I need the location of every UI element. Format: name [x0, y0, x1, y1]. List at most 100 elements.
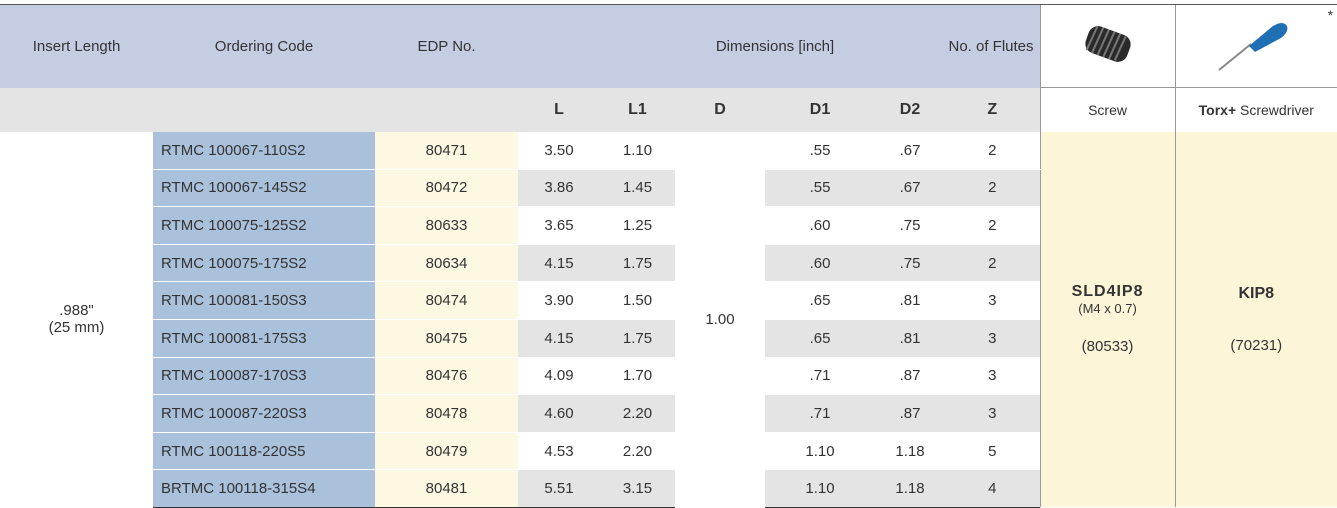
- product-table: Insert Length Ordering Code EDP No. Dime…: [0, 4, 1337, 508]
- header-cell: Dimensions [inch]: [675, 5, 875, 88]
- sub-header: D: [675, 88, 765, 133]
- edp: 80634: [375, 244, 518, 282]
- cell: 4.15: [518, 319, 600, 357]
- brand: Torx+: [1199, 102, 1236, 118]
- cell: 1.75: [600, 244, 675, 282]
- cell: .65: [765, 319, 875, 357]
- cell: 1.75: [600, 319, 675, 357]
- edp: 80471: [375, 132, 518, 169]
- edp: 80478: [375, 395, 518, 433]
- edp: 80481: [375, 470, 518, 508]
- cell: 3.15: [600, 470, 675, 508]
- cell: 3: [945, 319, 1040, 357]
- sub-header: L1: [600, 88, 675, 133]
- cell: .60: [765, 207, 875, 245]
- sub-header: Z: [945, 88, 1040, 133]
- cell: 4.15: [518, 244, 600, 282]
- text: .988": [0, 302, 153, 319]
- cell: .87: [875, 395, 945, 433]
- edp: 80472: [375, 169, 518, 207]
- cell: .55: [765, 132, 875, 169]
- cell: .67: [875, 169, 945, 207]
- edp: 80479: [375, 432, 518, 470]
- cell: .81: [875, 282, 945, 320]
- insert-length: .988"(25 mm): [0, 132, 153, 507]
- cell: 1.00: [675, 132, 765, 507]
- cell: .75: [875, 244, 945, 282]
- cell: 4.60: [518, 395, 600, 433]
- cell: 2: [945, 169, 1040, 207]
- screwdriver: KIP8 (70231): [1175, 132, 1337, 507]
- cell: .67: [875, 132, 945, 169]
- cell: 1.45: [600, 169, 675, 207]
- cell: 4.53: [518, 432, 600, 470]
- cell: 1.70: [600, 357, 675, 395]
- cell: 1.50: [600, 282, 675, 320]
- cell: .71: [765, 395, 875, 433]
- cell: .71: [765, 357, 875, 395]
- ordering-code: RTMC 100075-175S2: [153, 244, 375, 282]
- sub-header: Torx+ Screwdriver: [1175, 88, 1337, 133]
- ordering-code: BRTMC 100118-315S4: [153, 470, 375, 508]
- cell: 1.25: [600, 207, 675, 245]
- screw-code: SLD4IP8: [1041, 283, 1175, 301]
- cell: 2: [945, 207, 1040, 245]
- cell: .87: [875, 357, 945, 395]
- cell: 1.10: [765, 432, 875, 470]
- ordering-code: RTMC 100087-170S3: [153, 357, 375, 395]
- cell: 5.51: [518, 470, 600, 508]
- header-cell: Insert Length: [0, 5, 153, 88]
- screw-thread: (M4 x 0.7): [1041, 301, 1175, 316]
- ordering-code: RTMC 100081-150S3: [153, 282, 375, 320]
- label: Screwdriver: [1240, 102, 1314, 118]
- cell: 3.50: [518, 132, 600, 169]
- page: Insert Length Ordering Code EDP No. Dime…: [0, 0, 1337, 496]
- cell: 3.90: [518, 282, 600, 320]
- cell: 1.18: [875, 470, 945, 508]
- screwdriver-edp: (70231): [1176, 337, 1337, 354]
- cell: 3.86: [518, 169, 600, 207]
- cell: .65: [765, 282, 875, 320]
- footnote-mark: *: [1328, 7, 1333, 23]
- edp: 80633: [375, 207, 518, 245]
- ordering-code: RTMC 100075-125S2: [153, 207, 375, 245]
- ordering-code: RTMC 100087-220S3: [153, 395, 375, 433]
- screwdriver-code: KIP8: [1176, 285, 1337, 303]
- cell: .60: [765, 244, 875, 282]
- cell: 3.65: [518, 207, 600, 245]
- header-cell: EDP No.: [375, 5, 518, 88]
- sub-header: D1: [765, 88, 875, 133]
- screw: SLD4IP8(M4 x 0.7) (80533): [1040, 132, 1175, 507]
- cell: .55: [765, 169, 875, 207]
- header-cell: Ordering Code: [153, 5, 375, 88]
- screwdriver-image: *: [1175, 5, 1337, 88]
- cell: 4.09: [518, 357, 600, 395]
- sub-header: D2: [875, 88, 945, 133]
- cell: 1.18: [875, 432, 945, 470]
- cell: .81: [875, 319, 945, 357]
- edp: 80474: [375, 282, 518, 320]
- header-cell: No. of Flutes: [875, 5, 1040, 88]
- text: (25 mm): [0, 319, 153, 336]
- cell: 3: [945, 282, 1040, 320]
- edp: 80475: [375, 319, 518, 357]
- cell: 1.10: [765, 470, 875, 508]
- screw-image: [1040, 5, 1175, 88]
- cell: 3: [945, 395, 1040, 433]
- ordering-code: RTMC 100081-175S3: [153, 319, 375, 357]
- cell: 2.20: [600, 395, 675, 433]
- edp: 80476: [375, 357, 518, 395]
- cell: .75: [875, 207, 945, 245]
- cell: 4: [945, 470, 1040, 508]
- sub-header: Screw: [1040, 88, 1175, 133]
- ordering-code: RTMC 100067-145S2: [153, 169, 375, 207]
- cell: 2: [945, 132, 1040, 169]
- cell: 1.10: [600, 132, 675, 169]
- cell: 2.20: [600, 432, 675, 470]
- cell: 3: [945, 357, 1040, 395]
- sub-header: L: [518, 88, 600, 133]
- ordering-code: RTMC 100067-110S2: [153, 132, 375, 169]
- cell: 2: [945, 244, 1040, 282]
- screw-edp: (80533): [1041, 338, 1175, 355]
